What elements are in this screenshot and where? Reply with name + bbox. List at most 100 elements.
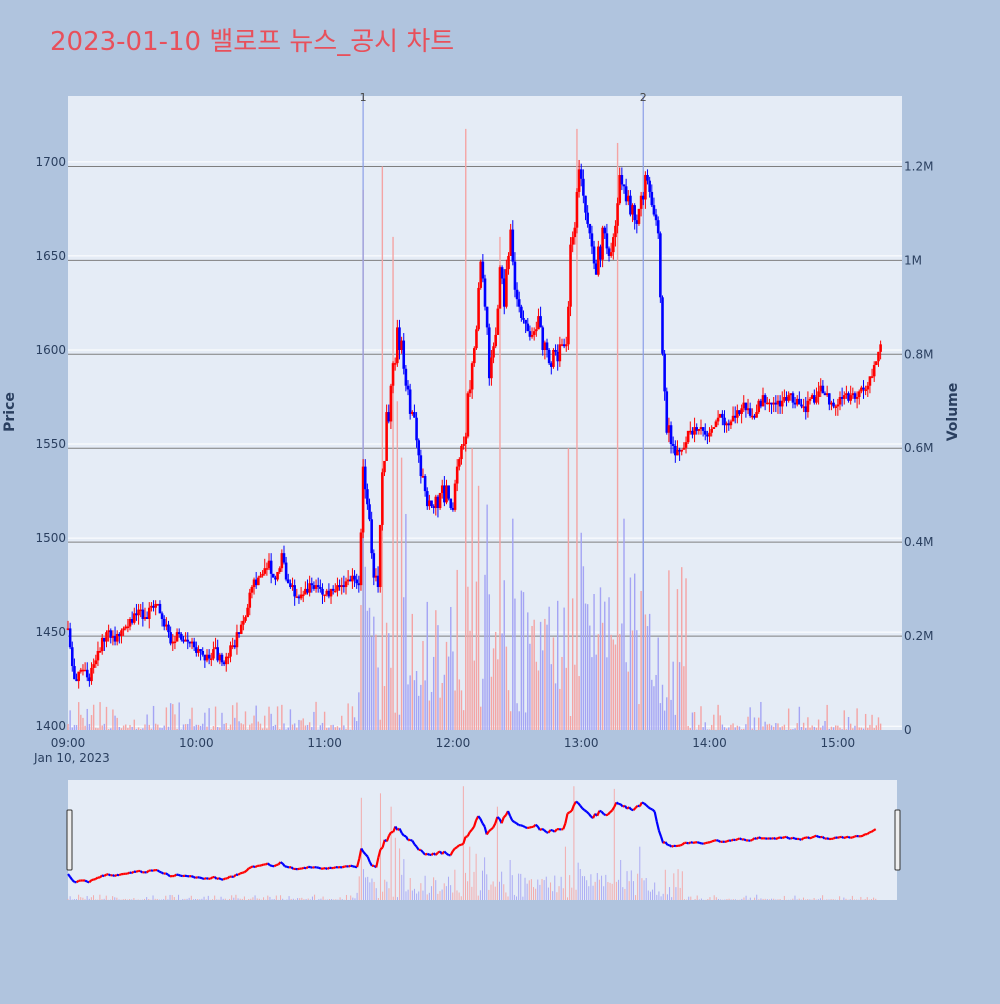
- volume-bar: [217, 727, 218, 730]
- navigator-volume-bar: [450, 885, 451, 900]
- volume-bar: [279, 729, 280, 730]
- navigator-price-segment: [255, 866, 257, 867]
- volume-bar: [863, 729, 864, 730]
- candle-body: [368, 504, 371, 519]
- candle-body: [178, 632, 181, 634]
- volume-bar: [538, 670, 539, 730]
- navigator-volume-bar: [561, 877, 562, 900]
- navigator-volume-bar: [214, 896, 215, 900]
- candle-body: [586, 213, 589, 224]
- navigator-volume-bar: [514, 895, 515, 900]
- navigator-volume-bar: [189, 898, 190, 900]
- volume-bar: [125, 724, 126, 730]
- volume-bar: [489, 594, 490, 730]
- volume-bar: [253, 716, 254, 730]
- navigator-volume-bar: [599, 880, 600, 900]
- navigator-price-segment: [104, 875, 106, 876]
- volume-bar: [816, 728, 817, 730]
- navigator-price-segment: [285, 866, 287, 867]
- candle-body: [159, 604, 162, 613]
- candle-body: [323, 595, 326, 597]
- volume-bar: [161, 728, 162, 730]
- volume-bar: [294, 723, 295, 730]
- navigator-price-segment: [223, 878, 225, 879]
- candle-body: [161, 613, 164, 619]
- volume-bar: [788, 709, 789, 730]
- navigator-volume-bar: [231, 895, 232, 900]
- navigator-price-segment: [108, 874, 110, 875]
- candle-body: [174, 642, 177, 644]
- navigator-volume-bar: [552, 891, 553, 900]
- navigator-price-segment: [604, 814, 606, 815]
- navigator-volume-bar: [386, 882, 387, 900]
- candle-body: [73, 666, 76, 679]
- volume-bar: [121, 728, 122, 730]
- volume-bar: [414, 680, 415, 730]
- candle-body: [484, 278, 487, 306]
- volume-bar: [801, 727, 802, 730]
- volume-bar: [315, 702, 316, 730]
- volume-bar: [589, 626, 590, 730]
- navigator-volume-bar: [272, 899, 273, 900]
- candle-body: [334, 591, 337, 593]
- volume-bar: [206, 727, 207, 730]
- volume-bar: [846, 729, 847, 730]
- navigator-price-segment: [801, 838, 803, 840]
- navigator-price-segment: [270, 865, 272, 866]
- volume-bar: [281, 705, 282, 730]
- volume-bar: [506, 647, 507, 730]
- candle-body: [616, 203, 619, 226]
- navigator-volume-bar: [405, 891, 406, 900]
- candle-body: [633, 205, 636, 220]
- volume-bar: [352, 706, 353, 730]
- navigator-volume-bar: [871, 899, 872, 900]
- navigator-price-segment: [96, 878, 98, 879]
- navigator-price-segment: [735, 839, 737, 840]
- volume-bar: [495, 632, 496, 730]
- volume-bar: [593, 594, 594, 730]
- navigator-price-segment: [871, 830, 873, 831]
- volume-bar: [172, 704, 173, 730]
- candle-body: [591, 233, 594, 246]
- candle-body: [454, 484, 457, 510]
- candle-body: [526, 324, 529, 332]
- navigator-price-segment: [725, 841, 727, 842]
- volume-bar: [461, 690, 462, 730]
- volume-bar: [570, 716, 571, 730]
- navigator-volume-bar: [525, 878, 526, 900]
- navigator-volume-bar: [750, 898, 751, 900]
- navigator-volume-bar: [197, 899, 198, 900]
- navigator-volume-bar: [746, 896, 747, 900]
- navigator-volume-bar: [480, 890, 481, 900]
- navigator-volume-bar: [331, 899, 332, 900]
- candle-body: [310, 583, 313, 585]
- navigator-volume-bar: [335, 899, 336, 900]
- volume-bar: [72, 727, 73, 730]
- volume-bar: [660, 703, 661, 730]
- navigator-handle-right[interactable]: [895, 810, 900, 870]
- volume-bar: [394, 713, 395, 730]
- volume-bar: [288, 728, 289, 730]
- navigator-volume-bar: [828, 899, 829, 900]
- volume-bar: [322, 723, 323, 730]
- candle-body: [186, 640, 189, 642]
- navigator-volume-bar: [184, 899, 185, 900]
- navigator-volume-bar: [663, 894, 664, 900]
- volume-bar: [74, 725, 75, 730]
- volume-bar: [332, 725, 333, 730]
- navigator-handle-left[interactable]: [67, 810, 72, 870]
- navigator-price-segment: [444, 851, 446, 853]
- navigator-volume-bar: [605, 875, 606, 900]
- navigator-volume-bar: [469, 847, 470, 900]
- volume-bar: [303, 718, 304, 730]
- navigator-volume-bar: [414, 889, 415, 900]
- volume-bar: [258, 722, 259, 730]
- volume-bar: [544, 619, 545, 730]
- volume-bar: [181, 729, 182, 730]
- candle-body: [792, 393, 795, 402]
- volume-bar: [690, 728, 691, 730]
- navigator-volume-bar: [767, 899, 768, 900]
- volume-bar: [557, 601, 558, 730]
- volume-bar: [531, 626, 532, 730]
- volume-bar: [683, 666, 684, 730]
